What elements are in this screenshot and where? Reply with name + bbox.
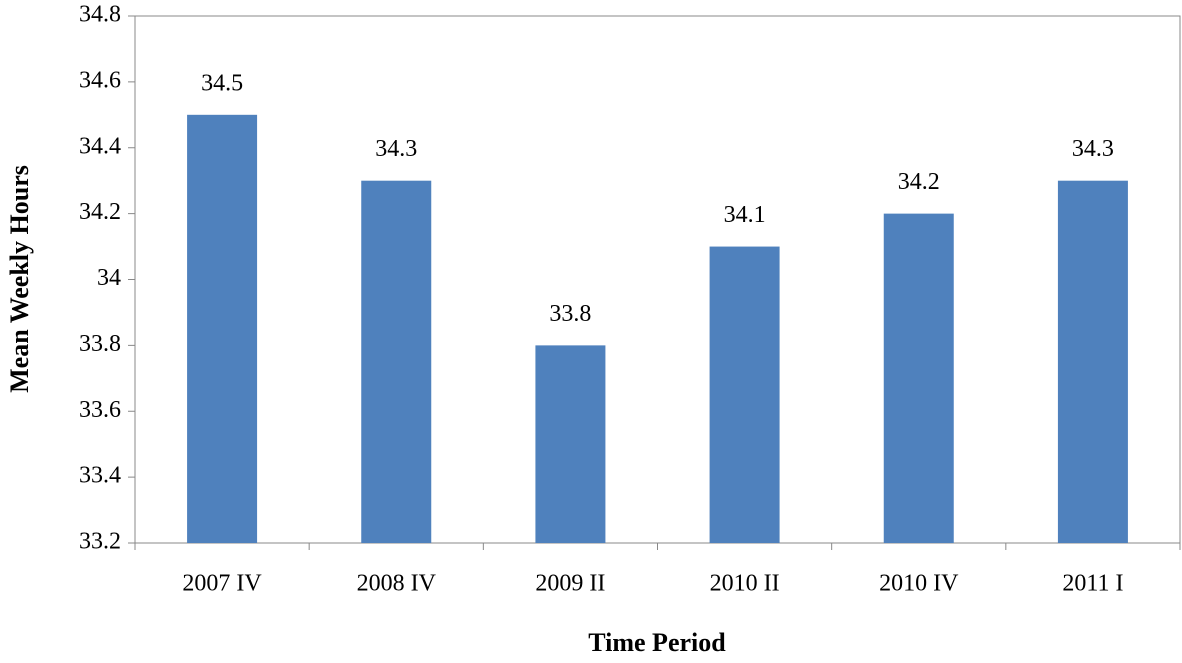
x-tick-label: 2007 IV: [182, 571, 262, 597]
y-tick-label: 33.4: [79, 463, 121, 489]
x-tick-label: 2009 II: [535, 571, 605, 597]
x-tick-label: 2008 IV: [357, 571, 437, 597]
bar: [361, 180, 432, 543]
bar: [883, 213, 954, 543]
data-label: 33.8: [549, 301, 591, 327]
bar: [709, 246, 780, 543]
y-tick-label: 33.8: [79, 331, 121, 357]
y-tick-label: 33.6: [79, 397, 121, 423]
x-tick-label: 2010 IV: [879, 571, 959, 597]
bar: [187, 114, 258, 543]
data-label: 34.1: [724, 202, 766, 228]
y-tick-label: 34.4: [79, 133, 121, 159]
y-tick-label: 33.2: [79, 529, 121, 555]
y-tick-label: 34: [97, 265, 121, 291]
bar: [1057, 180, 1128, 543]
plot-frame: [134, 15, 1181, 544]
x-tick-label: 2011 I: [1062, 571, 1123, 597]
data-label: 34.3: [375, 136, 417, 162]
data-label: 34.5: [201, 70, 243, 96]
y-tick-label: 34.8: [79, 2, 121, 28]
x-axis-title: Time Period: [588, 628, 726, 657]
bar: [535, 345, 606, 543]
y-tick-label: 34.6: [79, 67, 121, 93]
y-tick-label: 34.2: [79, 199, 121, 225]
x-tick-label: 2010 II: [710, 571, 780, 597]
data-label: 34.2: [898, 169, 940, 195]
data-label: 34.3: [1072, 136, 1114, 162]
y-axis-title: Mean Weekly Hours: [5, 165, 34, 393]
